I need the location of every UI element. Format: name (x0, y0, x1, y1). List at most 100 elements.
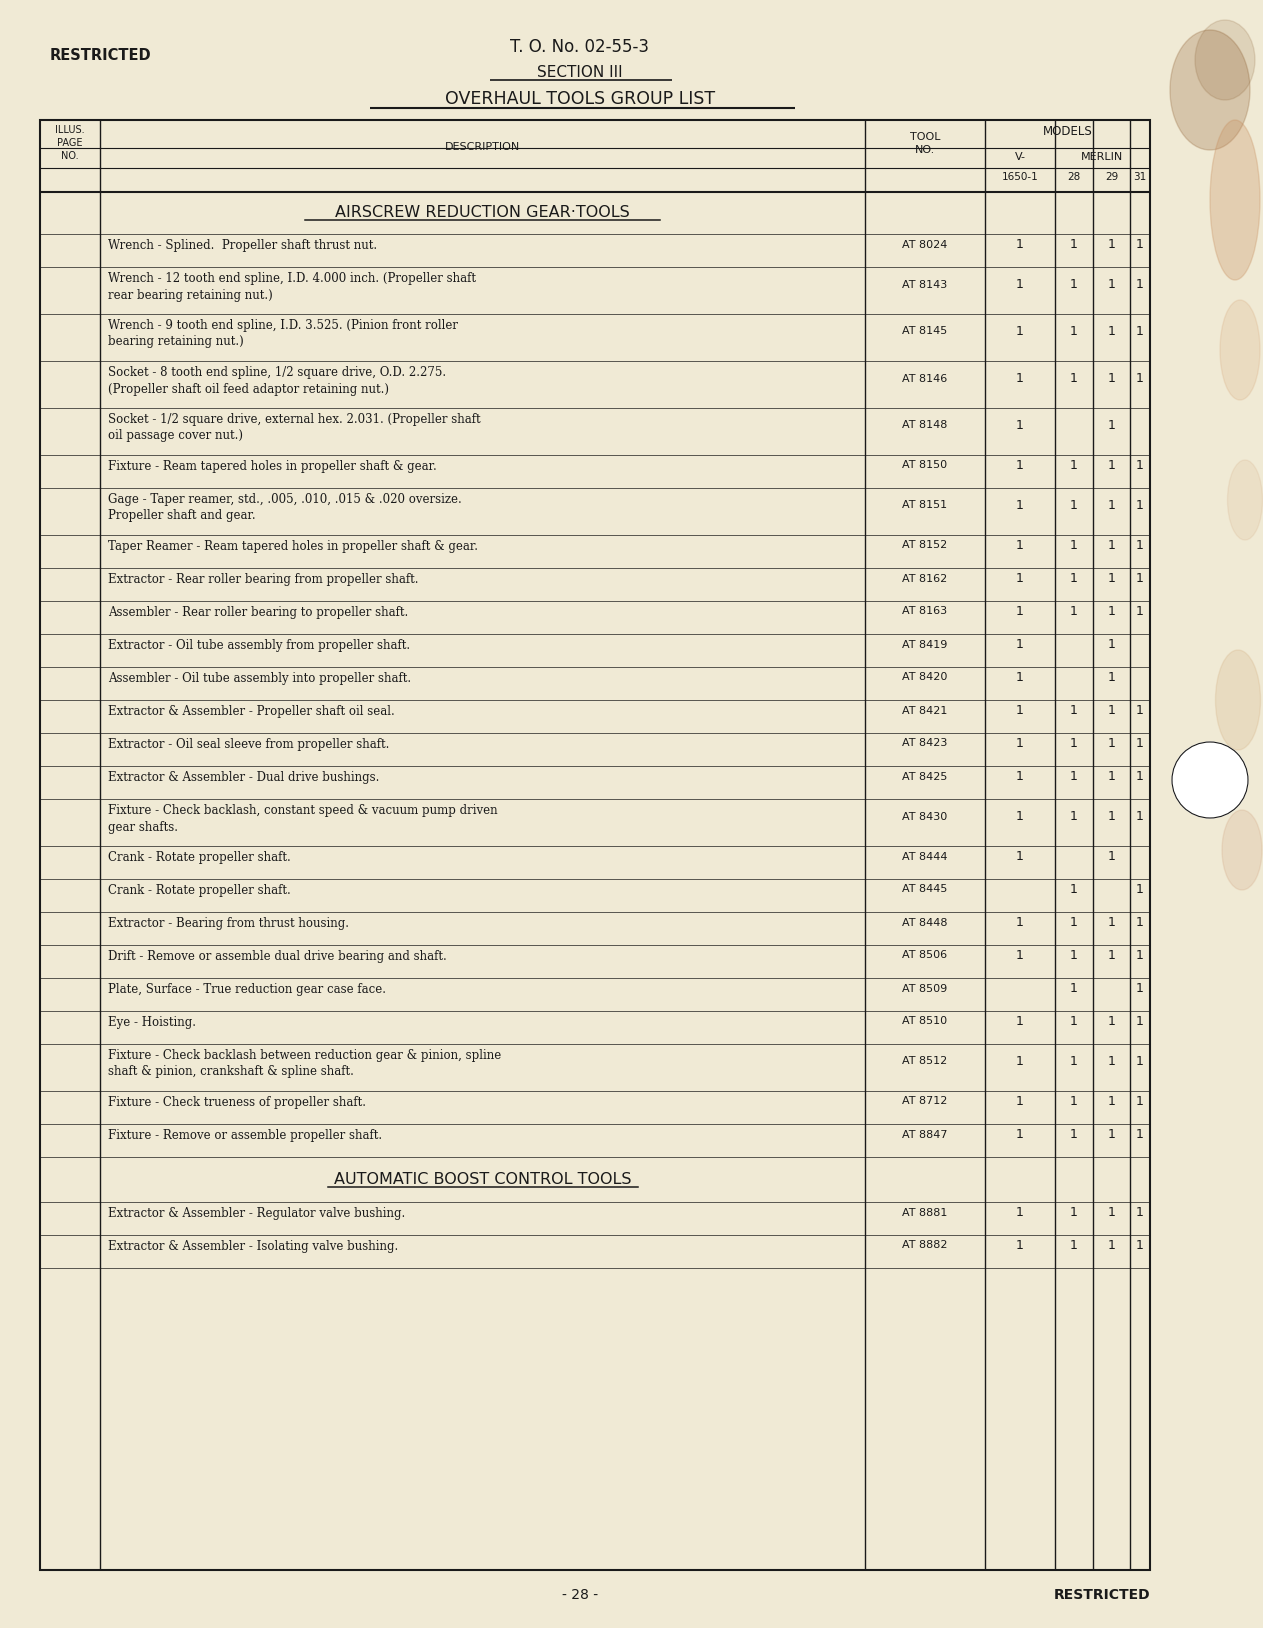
Text: 1: 1 (1070, 1206, 1077, 1219)
Text: 1: 1 (1108, 459, 1115, 472)
Text: 1: 1 (1015, 1014, 1024, 1027)
Text: 1: 1 (1015, 278, 1024, 291)
Text: 1: 1 (1070, 459, 1077, 472)
Text: AT 8163: AT 8163 (903, 607, 947, 617)
Text: 1: 1 (1015, 418, 1024, 431)
Text: AT 8512: AT 8512 (902, 1057, 947, 1066)
Text: AT 8881: AT 8881 (902, 1208, 947, 1218)
Text: 1: 1 (1070, 1055, 1077, 1068)
Text: 1: 1 (1108, 1096, 1115, 1109)
Text: 1: 1 (1015, 500, 1024, 511)
Text: Extractor & Assembler - Isolating valve bushing.: Extractor & Assembler - Isolating valve … (109, 1241, 398, 1254)
Text: Extractor - Rear roller bearing from propeller shaft.: Extractor - Rear roller bearing from pro… (109, 573, 418, 586)
Text: 1: 1 (1070, 326, 1077, 339)
Text: Socket - 8 tooth end spline, 1/2 square drive, O.D. 2.275.
(Propeller shaft oil : Socket - 8 tooth end spline, 1/2 square … (109, 366, 446, 396)
Text: 1: 1 (1015, 373, 1024, 384)
Text: 1: 1 (1108, 770, 1115, 783)
Text: 1: 1 (1108, 278, 1115, 291)
Text: 1: 1 (1070, 703, 1077, 716)
Text: 1: 1 (1135, 1055, 1144, 1068)
Text: 1: 1 (1015, 737, 1024, 751)
Text: 1: 1 (1015, 811, 1024, 824)
Text: 1: 1 (1135, 917, 1144, 930)
Text: AT 8151: AT 8151 (903, 500, 947, 511)
Text: MERLIN: MERLIN (1081, 151, 1124, 163)
Text: 1: 1 (1135, 770, 1144, 783)
Text: AT 8712: AT 8712 (902, 1097, 947, 1107)
Text: 1: 1 (1108, 638, 1115, 651)
Text: 1: 1 (1108, 703, 1115, 716)
Text: 1: 1 (1015, 770, 1024, 783)
Text: 1: 1 (1135, 703, 1144, 716)
Text: 1: 1 (1108, 1055, 1115, 1068)
Text: 1: 1 (1070, 917, 1077, 930)
Text: 1: 1 (1135, 1096, 1144, 1109)
Text: 29: 29 (1105, 173, 1118, 182)
Text: 1: 1 (1135, 949, 1144, 962)
Text: AT 8146: AT 8146 (902, 373, 947, 384)
Text: 1: 1 (1135, 326, 1144, 339)
Text: 1650-1: 1650-1 (1002, 173, 1038, 182)
Ellipse shape (1220, 300, 1260, 400)
Text: 1: 1 (1070, 278, 1077, 291)
Text: RESTRICTED: RESTRICTED (51, 47, 152, 63)
Text: AT 8152: AT 8152 (902, 540, 947, 550)
Text: 1: 1 (1108, 1128, 1115, 1141)
Text: 1: 1 (1135, 882, 1144, 895)
Text: AT 8143: AT 8143 (902, 280, 947, 290)
Text: 1: 1 (1108, 811, 1115, 824)
Text: 1: 1 (1135, 811, 1144, 824)
Text: AT 8847: AT 8847 (902, 1130, 947, 1140)
Text: Gage - Taper reamer, std., .005, .010, .015 & .020 oversize.
Propeller shaft and: Gage - Taper reamer, std., .005, .010, .… (109, 493, 462, 523)
Text: 1: 1 (1015, 703, 1024, 716)
Text: 1: 1 (1135, 238, 1144, 251)
Text: TOOL
NO.: TOOL NO. (909, 132, 940, 155)
Text: 1: 1 (1135, 373, 1144, 384)
Text: 1: 1 (1108, 238, 1115, 251)
Text: Extractor - Bearing from thrust housing.: Extractor - Bearing from thrust housing. (109, 917, 349, 930)
Ellipse shape (1170, 29, 1250, 150)
Text: DESCRIPTION: DESCRIPTION (445, 142, 520, 151)
Text: 1: 1 (1015, 1128, 1024, 1141)
Text: AT 8445: AT 8445 (902, 884, 947, 894)
Text: 1: 1 (1135, 571, 1144, 584)
Text: V-: V- (1014, 151, 1026, 163)
Text: Wrench - 9 tooth end spline, I.D. 3.525. (Pinion front roller
bearing retaining : Wrench - 9 tooth end spline, I.D. 3.525.… (109, 319, 458, 348)
Text: 1: 1 (1070, 1096, 1077, 1109)
Text: Crank - Rotate propeller shaft.: Crank - Rotate propeller shaft. (109, 884, 290, 897)
Text: 1: 1 (1135, 1239, 1144, 1252)
Text: 1: 1 (1070, 539, 1077, 552)
Text: Fixture - Remove or assemble propeller shaft.: Fixture - Remove or assemble propeller s… (109, 1128, 383, 1141)
Text: 1: 1 (1108, 949, 1115, 962)
Text: 1: 1 (1135, 606, 1144, 619)
Text: 28: 28 (1067, 173, 1081, 182)
Text: 1: 1 (1108, 671, 1115, 684)
Text: Wrench - Splined.  Propeller shaft thrust nut.: Wrench - Splined. Propeller shaft thrust… (109, 239, 378, 252)
Text: 1: 1 (1135, 1014, 1144, 1027)
Text: 1: 1 (1070, 770, 1077, 783)
Text: 1: 1 (1108, 737, 1115, 751)
Text: Fixture - Ream tapered holes in propeller shaft & gear.: Fixture - Ream tapered holes in propelle… (109, 461, 437, 474)
Text: 1: 1 (1015, 459, 1024, 472)
Text: Taper Reamer - Ream tapered holes in propeller shaft & gear.: Taper Reamer - Ream tapered holes in pro… (109, 540, 477, 554)
Text: Fixture - Check backlash, constant speed & vacuum pump driven
gear shafts.: Fixture - Check backlash, constant speed… (109, 804, 498, 834)
Ellipse shape (1210, 120, 1260, 280)
Text: AT 8419: AT 8419 (902, 640, 947, 650)
Text: 1: 1 (1070, 1014, 1077, 1027)
Text: Wrench - 12 tooth end spline, I.D. 4.000 inch. (Propeller shaft
rear bearing ret: Wrench - 12 tooth end spline, I.D. 4.000… (109, 272, 476, 301)
Text: Drift - Remove or assemble dual drive bearing and shaft.: Drift - Remove or assemble dual drive be… (109, 951, 447, 964)
Text: AT 8448: AT 8448 (902, 918, 947, 928)
Text: 1: 1 (1135, 459, 1144, 472)
Text: 1: 1 (1070, 737, 1077, 751)
Text: AT 8148: AT 8148 (902, 420, 947, 430)
Text: Fixture - Check backlash between reduction gear & pinion, spline
shaft & pinion,: Fixture - Check backlash between reducti… (109, 1048, 501, 1078)
Text: 1: 1 (1015, 671, 1024, 684)
Text: 1: 1 (1135, 982, 1144, 995)
Text: Eye - Hoisting.: Eye - Hoisting. (109, 1016, 196, 1029)
Ellipse shape (1228, 461, 1263, 540)
Text: MODELS: MODELS (1043, 125, 1092, 138)
Text: 31: 31 (1133, 173, 1147, 182)
Text: AUTOMATIC BOOST CONTROL TOOLS: AUTOMATIC BOOST CONTROL TOOLS (333, 1172, 632, 1187)
Text: Extractor - Oil seal sleeve from propeller shaft.: Extractor - Oil seal sleeve from propell… (109, 737, 389, 751)
Text: 1: 1 (1070, 882, 1077, 895)
